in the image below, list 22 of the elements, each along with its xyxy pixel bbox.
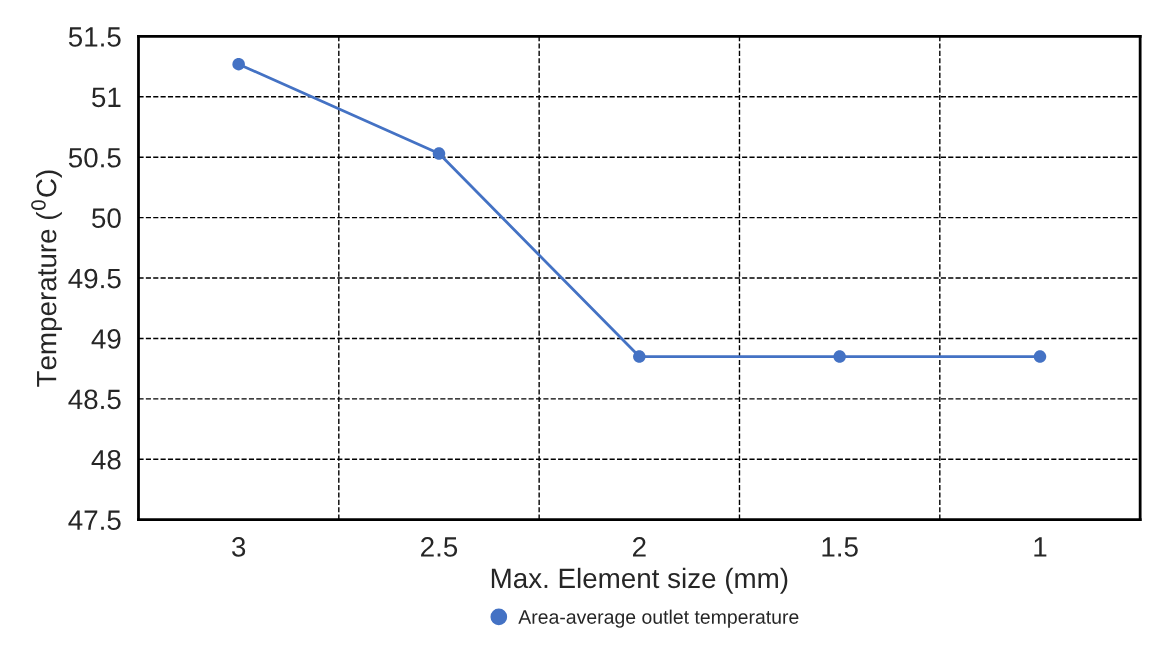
y-tick-label: 49.5 [68, 268, 121, 289]
y-tick-label: 48 [91, 449, 121, 470]
y-tick-label: 51 [92, 87, 121, 108]
x-tick-label: 2 [632, 537, 646, 557]
y-tick-label: 51.5 [68, 27, 121, 47]
y-tick-label: 50.5 [68, 147, 121, 168]
x-tick-label: 1.5 [822, 537, 858, 557]
x-tick-label: 1 [1034, 537, 1047, 557]
y-tick-label: 47.5 [68, 510, 121, 531]
legend-label: Area-average outlet temperature [518, 609, 799, 628]
point [232, 57, 245, 71]
point [432, 147, 446, 160]
y-tick-label: 48.5 [68, 389, 121, 410]
point [1033, 350, 1047, 363]
x-tick-label: 2.5 [421, 537, 458, 557]
x-tick-label: 3 [231, 537, 246, 557]
point [633, 350, 646, 363]
x-axis-title: Max. Element size (mm) [491, 567, 788, 594]
y-tick-label: 50 [92, 208, 121, 228]
y-axis-title: Temperature ($^{0}$C) [31, 170, 62, 387]
y-tick-label: 49 [91, 329, 121, 349]
point [833, 350, 846, 363]
